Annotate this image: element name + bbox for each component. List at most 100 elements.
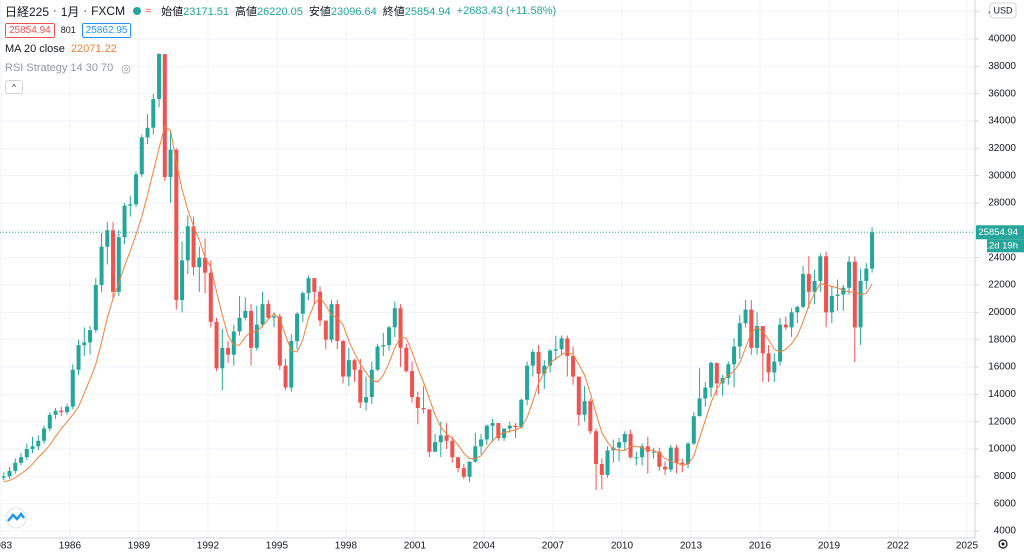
- currency-badge[interactable]: [989, 2, 1017, 19]
- candle-body: [7, 470, 12, 477]
- quote-row: 25854.94 801 25862.95: [5, 22, 556, 38]
- candle-body: [542, 365, 547, 374]
- currency-label: USD: [993, 5, 1013, 15]
- candle-body: [749, 309, 754, 348]
- candle-body: [565, 338, 570, 357]
- ohlc-value: 23171.51: [183, 6, 229, 18]
- candle-body: [398, 308, 403, 348]
- candle-body: [272, 316, 277, 318]
- candle-body: [335, 304, 340, 342]
- candle-body: [260, 304, 265, 325]
- price-label: 25854.94: [978, 227, 1018, 238]
- candle-body: [237, 317, 242, 332]
- ask[interactable]: 25862.95: [81, 22, 132, 38]
- collapse-row: ^: [5, 79, 556, 95]
- ohlc-value: 25854.94: [404, 6, 451, 18]
- ma-row: MA 20 close 22071.22: [5, 41, 556, 57]
- bid[interactable]: 25854.94: [5, 22, 55, 38]
- y-tick-label: 34000: [988, 116, 1016, 127]
- candle-body: [812, 280, 817, 292]
- candle-body: [473, 446, 478, 462]
- x-tick-label: 2007: [542, 541, 565, 552]
- candle-body: [220, 347, 225, 369]
- ohlc-label: 高値: [235, 6, 257, 18]
- separator: ·: [83, 5, 88, 17]
- candle-body: [847, 261, 852, 288]
- candle-body: [128, 204, 133, 206]
- candle-body: [640, 446, 645, 458]
- candle-body: [737, 323, 742, 347]
- candle-body: [24, 449, 29, 458]
- candle-body: [116, 237, 121, 292]
- grid: [0, 0, 975, 538]
- candle-body: [743, 309, 748, 324]
- y-tick-label: 16000: [988, 362, 1016, 373]
- candle-body: [306, 278, 311, 294]
- candle-body: [617, 442, 622, 448]
- candle-body: [818, 256, 823, 281]
- candle-body: [674, 447, 679, 463]
- candle-body: [519, 399, 524, 428]
- candle-body: [277, 316, 282, 366]
- y-tick-label: 32000: [988, 143, 1016, 154]
- candle-body: [387, 327, 392, 346]
- strategy: RSI Strategy 14 30 70: [5, 62, 114, 74]
- candle-body: [772, 361, 777, 373]
- x-tick-label: 2010: [611, 541, 634, 552]
- candle-body: [122, 205, 127, 238]
- settings-icon[interactable]: [998, 539, 1008, 549]
- candle-body: [444, 435, 449, 441]
- legend: 日経225 · 1月 · FXCM ≈ 始値23171.51 高値26220.05…: [5, 3, 556, 98]
- candle-body: [214, 321, 219, 369]
- candle-body: [467, 461, 472, 477]
- candle-body: [536, 351, 541, 374]
- candle-body: [283, 365, 288, 388]
- x-tick-label: 1992: [197, 541, 220, 552]
- y-tick-label: 28000: [988, 198, 1016, 209]
- candle-body: [479, 439, 484, 447]
- status-dot[interactable]: [133, 7, 142, 15]
- candle-body: [548, 350, 553, 366]
- candle-body: [70, 369, 75, 407]
- strategy-row: RSI Strategy 14 30 70 ◎: [5, 60, 556, 76]
- candle-body: [605, 450, 610, 475]
- exchange: FXCM: [91, 4, 126, 18]
- x-tick-label: 1995: [266, 541, 289, 552]
- candle-body: [795, 306, 800, 313]
- visibility-icon[interactable]: ◎: [121, 62, 131, 75]
- candle-body: [438, 435, 443, 443]
- candle-body: [375, 346, 380, 370]
- candle-body: [289, 341, 294, 388]
- candle-body: [484, 425, 489, 440]
- candle-body: [697, 398, 702, 417]
- candle-body: [599, 464, 604, 475]
- candle-body: [588, 401, 593, 432]
- status-icon[interactable]: ≈: [145, 5, 152, 17]
- candle-body: [59, 410, 64, 413]
- candle-body: [318, 291, 323, 321]
- price-badge: [976, 225, 1024, 240]
- candle-body: [254, 324, 259, 348]
- ohlc-value: 26220.05: [257, 6, 303, 18]
- interval: 1月: [60, 4, 80, 19]
- y-tick-label: 12000: [988, 416, 1016, 427]
- candle-body: [13, 462, 18, 471]
- candle-body: [760, 325, 765, 354]
- collapse-button[interactable]: ^: [5, 80, 23, 94]
- candle-body: [709, 362, 714, 388]
- candle-body: [571, 356, 576, 377]
- ohlc-label: 終値: [382, 6, 405, 18]
- spread: 801: [60, 25, 76, 35]
- candle-body: [410, 371, 415, 398]
- change: +2683.43 (+11.58%): [456, 5, 557, 17]
- candle-body: [53, 410, 58, 415]
- candle-body: [231, 331, 236, 355]
- candle-body: [392, 308, 397, 328]
- y-tick-label: 10000: [988, 444, 1016, 455]
- y-tick-label: 22000: [988, 280, 1016, 291]
- candle-body: [829, 295, 834, 313]
- ma-name: MA 20 close: [5, 43, 65, 55]
- logo: [5, 507, 27, 529]
